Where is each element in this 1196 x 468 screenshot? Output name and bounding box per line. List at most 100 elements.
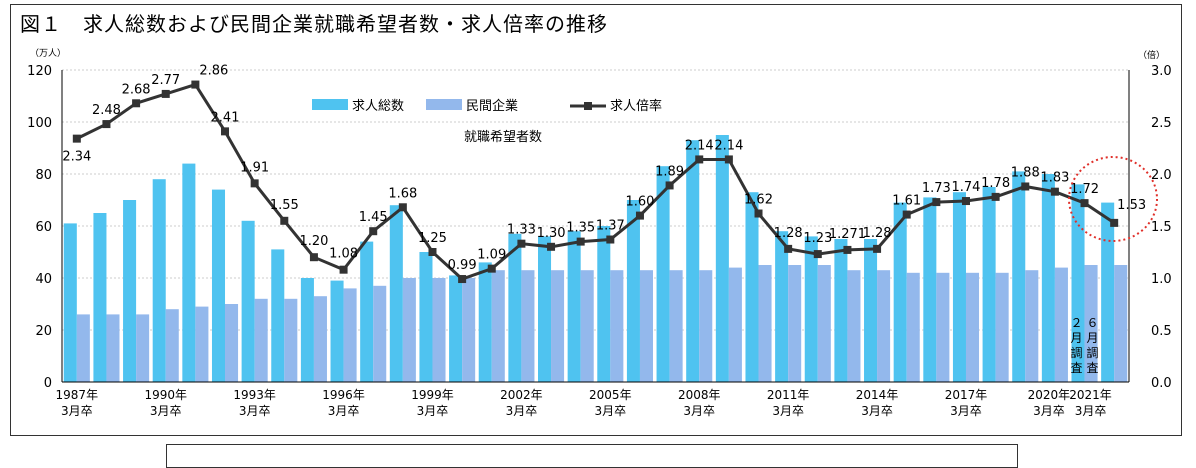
bar-private-applicants	[165, 309, 179, 382]
bar-job-offers	[1071, 184, 1085, 382]
bar-job-offers	[419, 252, 433, 382]
ratio-point	[309, 253, 318, 262]
ratio-data-label: 1.28	[863, 226, 892, 241]
y-left-tick-label: 100	[27, 116, 52, 131]
ratio-data-label: 1.74	[952, 180, 981, 195]
ratio-data-label: 1.91	[240, 160, 269, 175]
x-tick-sub: 3月卒	[1033, 404, 1065, 418]
ratio-data-label: 1.61	[892, 194, 921, 209]
bar-job-offers	[123, 200, 137, 382]
x-tick-year: 1987年	[56, 388, 99, 402]
ratio-data-label: 1.55	[270, 198, 299, 213]
ratio-point	[843, 245, 852, 254]
y-left-tick-label: 60	[35, 220, 52, 235]
y-left-tick-label: 0	[44, 376, 52, 391]
ratio-point	[813, 250, 822, 259]
annotation-jun-survey: 調	[1087, 346, 1099, 360]
y-right-tick-label: 1.5	[1151, 220, 1172, 235]
annotation-feb-survey: 査	[1071, 361, 1083, 375]
bar-private-applicants	[847, 270, 861, 382]
bar-private-applicants	[313, 296, 327, 382]
ratio-data-label: 1.88	[1011, 165, 1040, 180]
bar-job-offers	[449, 275, 463, 382]
x-tick-year: 2008年	[678, 388, 721, 402]
bar-private-applicants	[343, 288, 357, 382]
footer-box	[166, 444, 1018, 468]
ratio-data-label: 2.77	[151, 73, 180, 88]
x-tick-year: 1990年	[144, 388, 187, 402]
ratio-point	[487, 264, 496, 273]
legend-swatch-job-offers	[312, 99, 348, 110]
legend-marker-ratio	[584, 102, 592, 110]
y-left-tick-label: 120	[27, 64, 52, 79]
bar-job-offers	[804, 236, 818, 382]
bar-job-offers	[775, 231, 789, 382]
x-tick-sub: 3月卒	[61, 404, 93, 418]
bar-job-offers	[567, 231, 581, 382]
y-right-tick-label: 0.5	[1151, 324, 1172, 339]
bar-job-offers	[982, 187, 996, 382]
x-tick-sub: 3月卒	[594, 404, 626, 418]
ratio-point	[754, 209, 763, 218]
bar-private-applicants	[225, 304, 239, 382]
bar-private-applicants	[995, 272, 1009, 382]
x-tick-sub: 3月卒	[417, 404, 449, 418]
ratio-data-label: 1.23	[803, 231, 832, 246]
bar-private-applicants	[788, 265, 802, 382]
ratio-point	[902, 210, 911, 219]
ratio-data-label: 1.89	[655, 164, 684, 179]
bar-private-applicants	[1025, 270, 1039, 382]
bar-job-offers	[63, 223, 77, 382]
ratio-point	[398, 203, 407, 212]
ratio-point	[191, 80, 200, 89]
x-tick-year: 2002年	[500, 388, 543, 402]
ratio-data-label: 2.86	[199, 64, 228, 79]
y-left-tick-label: 40	[35, 272, 52, 287]
ratio-point	[161, 89, 170, 98]
y-right-tick-label: 1.0	[1151, 272, 1172, 287]
ratio-point	[517, 239, 526, 248]
x-tick-year: 2005年	[589, 388, 632, 402]
legend-label-private: 民間企業	[466, 98, 518, 114]
ratio-point	[458, 275, 467, 284]
annotation-jun-survey: 査	[1087, 361, 1099, 375]
ratio-point	[784, 244, 793, 253]
ratio-data-label: 2.14	[714, 138, 743, 153]
ratio-point	[1110, 218, 1119, 227]
bar-job-offers	[93, 213, 107, 382]
ratio-data-label: 2.48	[92, 103, 121, 118]
ratio-data-label: 2.41	[211, 110, 240, 125]
chart-svg: 0 20 40 60 80 100 120 0.0 0.5 1.0 1.5 2.0 2.5 3.0 （万人）…	[27, 48, 1172, 454]
x-tick-sub: 3月卒	[150, 404, 182, 418]
x-tick-year: 1996年	[322, 388, 365, 402]
x-tick-sub: 3月卒	[861, 404, 893, 418]
bar-job-offers	[389, 205, 403, 382]
bar-private-applicants	[877, 270, 891, 382]
highlight-circle	[1068, 156, 1158, 242]
ratio-data-label: 1.271	[829, 227, 866, 242]
bar-private-applicants	[817, 265, 831, 382]
ratio-data-label: 1.83	[1040, 171, 1069, 186]
bar-job-offers	[538, 236, 552, 382]
ratio-data-label: 1.35	[566, 221, 595, 236]
x-tick-sub: 3月卒	[506, 404, 538, 418]
ratio-data-label: 1.28	[774, 226, 803, 241]
ratio-data-label: 1.73	[922, 181, 951, 196]
bar-job-offers	[686, 140, 700, 382]
bar-job-offers	[952, 192, 966, 382]
ratio-point	[932, 198, 941, 207]
x-tick-year: 1999年	[411, 388, 454, 402]
bar-private-applicants	[373, 285, 387, 382]
ratio-point	[221, 127, 230, 136]
bar-private-applicants	[551, 270, 565, 382]
ratio-point	[695, 155, 704, 164]
bar-private-applicants	[462, 278, 476, 382]
x-tick-year: 2020年	[1028, 388, 1071, 402]
chart-title: 図１ 求人総数および民間企業就職希望者数・求人倍率の推移	[20, 12, 608, 36]
bar-job-offers	[330, 280, 344, 382]
bar-job-offers	[626, 200, 640, 382]
ratio-data-label: 1.33	[507, 223, 536, 238]
ratio-point	[1021, 182, 1030, 191]
ratio-point	[606, 235, 615, 244]
bar-private-applicants	[432, 278, 446, 382]
